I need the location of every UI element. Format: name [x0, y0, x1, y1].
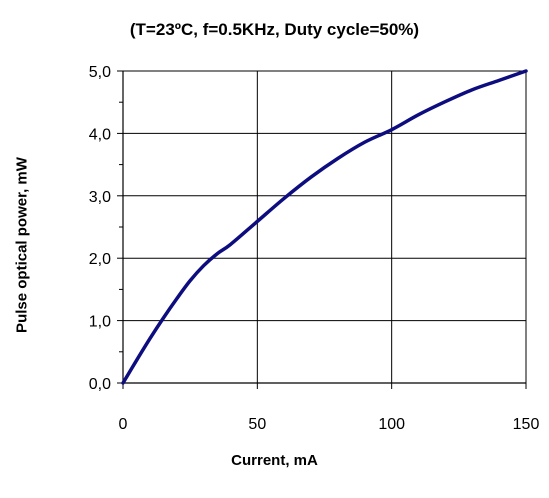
y-tick-label: 2,0	[89, 251, 111, 268]
x-tick-label: 0	[119, 416, 128, 433]
series-line	[121, 69, 528, 385]
y-tick-label: 0,0	[89, 376, 111, 393]
y-tick-label: 4,0	[89, 126, 111, 143]
y-tick-label: 3,0	[89, 189, 111, 206]
x-tick-label: 150	[513, 416, 540, 433]
x-tick-label: 50	[248, 416, 266, 433]
chart-title: (T=23ºC, f=0.5KHz, Duty cycle=50%)	[129, 20, 420, 39]
y-tick-label: 5,0	[89, 64, 111, 81]
x-axis-label: Current, mA	[231, 452, 318, 469]
y-tick-label: 1,0	[89, 314, 111, 331]
x-tick-label: 100	[378, 416, 405, 433]
